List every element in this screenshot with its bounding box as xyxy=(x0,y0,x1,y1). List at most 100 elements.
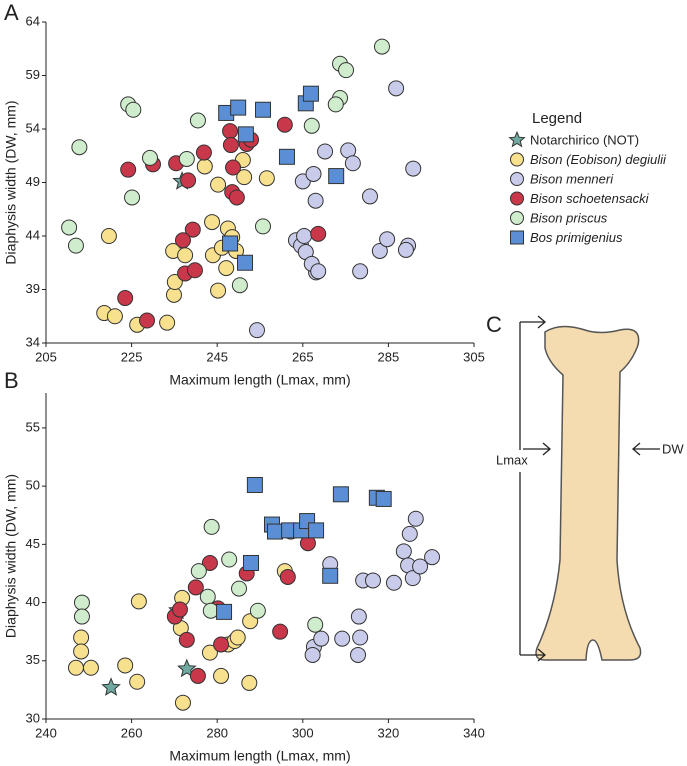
circle-marker xyxy=(178,631,195,648)
x-tick-label: 285 xyxy=(378,349,400,364)
square-marker xyxy=(278,148,295,165)
x-axis-title: Maximum length (Lmax, mm) xyxy=(169,372,350,388)
y-tick-label: 59 xyxy=(26,67,40,82)
square-marker xyxy=(510,230,524,245)
bone-diagram: Lmax DW xyxy=(494,315,684,662)
circle-marker xyxy=(228,189,245,206)
circle-marker xyxy=(139,312,156,329)
circle-marker xyxy=(71,139,88,156)
x-tick-label: 225 xyxy=(121,349,143,364)
circle-marker xyxy=(296,228,313,244)
square-marker xyxy=(302,85,319,102)
circle-marker xyxy=(371,242,388,259)
square-marker xyxy=(216,603,233,620)
y-tick-label: 50 xyxy=(26,478,40,493)
circle-marker xyxy=(204,214,221,231)
measure-lines xyxy=(519,315,660,662)
x-tick-label: 240 xyxy=(35,725,57,740)
circle-marker xyxy=(73,594,90,611)
circle-marker xyxy=(241,674,258,691)
circle-marker xyxy=(73,608,90,625)
circle-marker xyxy=(305,165,322,182)
circle-marker xyxy=(424,549,441,566)
circle-marker xyxy=(203,518,220,535)
y-tick-label: 54 xyxy=(26,120,40,135)
x-tick-label: 340 xyxy=(463,725,485,740)
circle-marker xyxy=(350,608,367,625)
circle-marker xyxy=(350,646,367,663)
circle-marker xyxy=(327,96,344,113)
circle-marker xyxy=(187,579,204,596)
square-marker xyxy=(246,476,263,493)
square-marker xyxy=(237,126,254,143)
circle-marker xyxy=(180,172,197,189)
circle-marker xyxy=(276,116,293,133)
panel-label: C xyxy=(486,312,502,337)
circle-marker xyxy=(73,643,90,660)
circle-marker xyxy=(510,211,524,225)
circle-marker xyxy=(222,137,239,154)
y-axis-title: Diaphysis width (DW, mm) xyxy=(3,100,19,264)
x-tick-label: 320 xyxy=(378,725,400,740)
y-tick-label: 49 xyxy=(26,174,40,189)
circle-marker xyxy=(174,694,191,711)
circle-marker xyxy=(67,237,84,254)
circle-marker xyxy=(201,644,218,661)
x-tick-label: 305 xyxy=(463,349,485,364)
circle-marker xyxy=(407,510,424,527)
y-axis-title: Diaphysis width (DW, mm) xyxy=(3,474,19,638)
length-label: Lmax xyxy=(496,452,528,467)
circle-marker xyxy=(120,161,137,178)
circle-marker xyxy=(510,172,524,186)
circle-marker xyxy=(405,160,422,177)
circle-marker xyxy=(249,322,266,339)
circle-marker xyxy=(395,543,412,560)
circle-marker xyxy=(129,673,146,690)
legend-label: Bison (Eobison) degiulii xyxy=(530,152,667,167)
legend-label: Notarchirico (NOT) xyxy=(530,132,639,147)
circle-marker xyxy=(310,225,327,242)
panel-label: B xyxy=(4,368,19,393)
circle-marker xyxy=(117,290,134,307)
circle-marker xyxy=(130,593,147,610)
legend-label: Bison menneri xyxy=(530,171,614,186)
circle-marker xyxy=(279,568,296,585)
circle-marker xyxy=(177,247,194,264)
circle-marker xyxy=(272,623,289,640)
circle-marker xyxy=(221,551,238,568)
circle-marker xyxy=(184,221,201,238)
circle-marker xyxy=(352,629,369,646)
circle-marker xyxy=(254,218,271,235)
circle-marker xyxy=(364,572,381,589)
x-tick-label: 245 xyxy=(206,349,228,364)
circle-marker xyxy=(142,149,159,166)
square-marker xyxy=(332,486,349,503)
circle-marker xyxy=(218,260,235,277)
circle-marker xyxy=(166,274,183,291)
legend-label: Bison schoetensacki xyxy=(530,191,650,206)
circle-marker xyxy=(189,667,206,684)
circle-marker xyxy=(195,144,212,161)
circle-marker xyxy=(412,558,429,575)
circle-marker xyxy=(171,601,188,618)
circle-marker xyxy=(213,667,230,684)
square-marker xyxy=(254,101,271,118)
x-axis-title: Maximum length (Lmax, mm) xyxy=(169,748,350,764)
circle-marker xyxy=(117,657,134,674)
circle-marker xyxy=(249,602,266,619)
circle-marker xyxy=(106,308,123,325)
square-marker xyxy=(243,554,260,571)
bone xyxy=(535,325,642,661)
circle-marker xyxy=(100,228,117,244)
circle-marker xyxy=(222,123,239,140)
star-marker xyxy=(508,130,526,148)
panel-label: A xyxy=(4,0,19,25)
circle-marker xyxy=(174,232,191,249)
x-tick-label: 265 xyxy=(292,349,314,364)
circle-marker xyxy=(178,150,195,167)
square-marker xyxy=(375,490,392,507)
circle-marker xyxy=(401,525,418,542)
circle-marker xyxy=(196,158,213,175)
circle-marker xyxy=(510,191,524,206)
circle-marker xyxy=(186,262,203,279)
